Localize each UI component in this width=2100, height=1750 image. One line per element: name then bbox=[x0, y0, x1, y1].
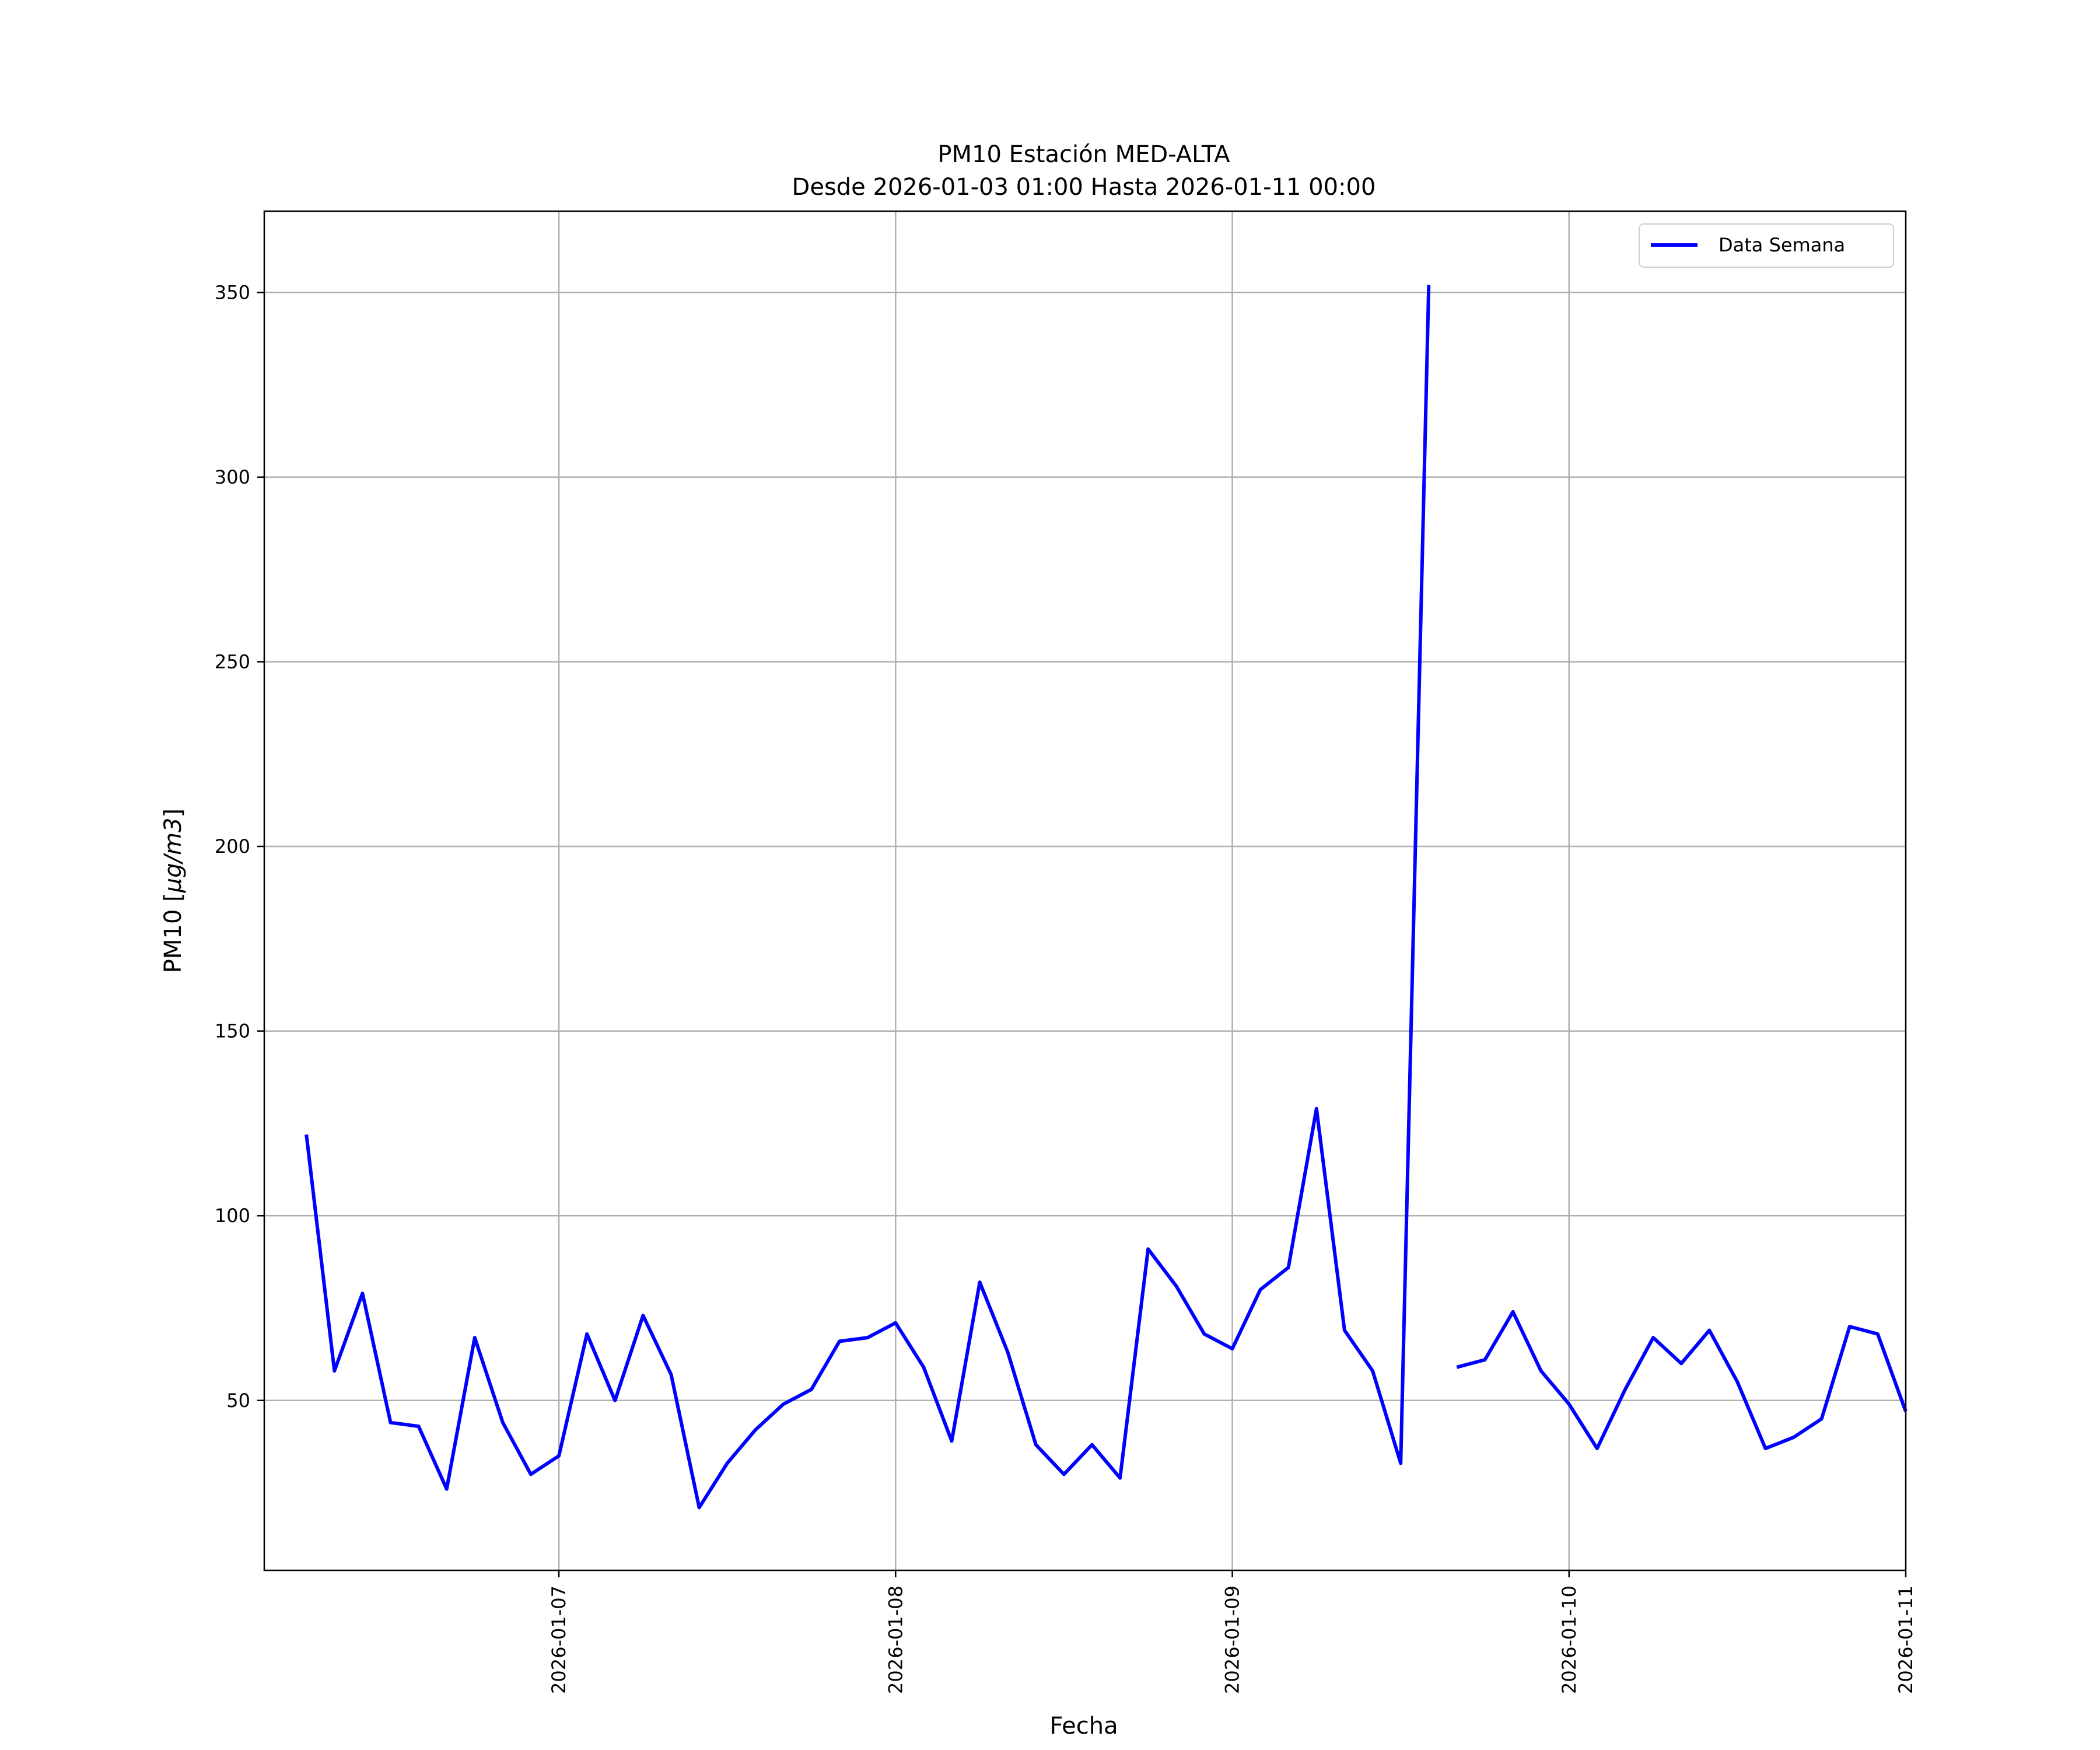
y-tick-label: 300 bbox=[215, 466, 250, 488]
y-axis-title-prefix: PM10 [ bbox=[160, 892, 187, 973]
chart-subtitle: Desde 2026-01-03 01:00 Hasta 2026-01-11 … bbox=[792, 174, 1376, 201]
x-axis-ticks: 2026-01-07 2026-01-08 2026-01-09 2026-01-10… bbox=[548, 1570, 1917, 1694]
legend-label-data-semana: Data Semana bbox=[1718, 234, 1845, 256]
x-axis-title: Fecha bbox=[1049, 1713, 1118, 1740]
chart-title: PM10 Estación MED-ALTA bbox=[937, 141, 1230, 168]
y-tick-label: 200 bbox=[215, 835, 250, 858]
grid-lines bbox=[264, 211, 1907, 1570]
x-tick-label: 2026-01-09 bbox=[1222, 1586, 1244, 1694]
x-tick-label: 2026-01-08 bbox=[884, 1586, 907, 1694]
x-tick-label: 2026-01-07 bbox=[548, 1586, 570, 1694]
y-tick-label: 250 bbox=[215, 650, 250, 673]
legend: Data Semana bbox=[1639, 223, 1894, 268]
y-tick-label: 350 bbox=[215, 281, 250, 303]
series-line-segment bbox=[304, 285, 1431, 1510]
y-axis-title-suffix: ] bbox=[160, 808, 187, 818]
y-tick-label: 100 bbox=[215, 1205, 250, 1227]
y-axis-ticks: 50 100 150 200 250 300 350 bbox=[215, 281, 264, 1412]
series-line-segment bbox=[1456, 1310, 1908, 1451]
x-tick-label: 2026-01-10 bbox=[1558, 1586, 1580, 1694]
y-tick-label: 150 bbox=[215, 1020, 250, 1042]
series-lines bbox=[304, 285, 1908, 1510]
y-tick-label: 50 bbox=[226, 1390, 250, 1412]
x-tick-label: 2026-01-11 bbox=[1895, 1586, 1917, 1694]
y-axis-title-unit: μg/m3 bbox=[160, 818, 187, 894]
plot-frame bbox=[263, 210, 1907, 1572]
legend-box bbox=[1639, 223, 1894, 268]
y-axis-title: PM10 [μg/m3] bbox=[160, 808, 187, 973]
